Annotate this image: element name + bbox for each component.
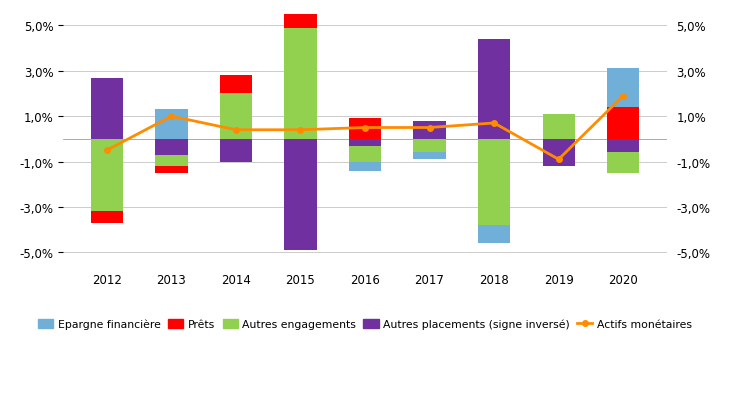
Bar xyxy=(607,69,639,108)
Bar xyxy=(607,108,639,139)
Bar xyxy=(542,115,575,139)
Bar xyxy=(349,139,381,146)
Bar xyxy=(220,76,252,94)
Bar xyxy=(413,121,446,139)
Bar xyxy=(284,0,317,4)
Bar xyxy=(220,94,252,139)
Legend: Epargne financière, Prêts, Autres engagements, Autres placements (signe inversé): Epargne financière, Prêts, Autres engage… xyxy=(34,314,696,333)
Bar xyxy=(220,139,252,162)
Bar xyxy=(91,79,123,139)
Bar xyxy=(284,4,317,29)
Bar xyxy=(284,29,317,139)
Bar xyxy=(478,40,510,139)
Bar xyxy=(155,110,188,139)
Bar xyxy=(478,226,510,244)
Bar xyxy=(349,119,381,139)
Bar xyxy=(349,146,381,162)
Bar xyxy=(413,153,446,160)
Bar xyxy=(607,153,639,173)
Bar xyxy=(349,162,381,171)
Bar xyxy=(413,139,446,153)
Bar xyxy=(155,155,188,167)
Bar xyxy=(155,167,188,173)
Bar xyxy=(478,139,510,226)
Bar xyxy=(91,212,123,223)
Bar xyxy=(155,139,188,155)
Bar xyxy=(542,139,575,167)
Bar xyxy=(91,139,123,212)
Bar xyxy=(607,139,639,153)
Bar xyxy=(284,139,317,250)
